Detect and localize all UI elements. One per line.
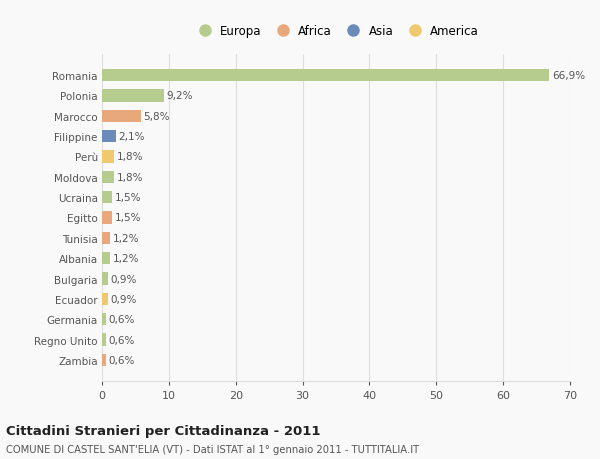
Text: 66,9%: 66,9% <box>552 71 585 81</box>
Text: 2,1%: 2,1% <box>119 132 145 142</box>
Bar <box>102 151 114 163</box>
Bar <box>102 171 114 184</box>
Bar <box>102 70 549 82</box>
Text: Cittadini Stranieri per Cittadinanza - 2011: Cittadini Stranieri per Cittadinanza - 2… <box>6 425 320 437</box>
Text: 0,6%: 0,6% <box>109 314 135 325</box>
Text: 5,8%: 5,8% <box>143 112 170 122</box>
Bar <box>102 354 106 366</box>
Bar <box>102 90 164 102</box>
Text: 0,9%: 0,9% <box>110 294 137 304</box>
Bar <box>102 273 108 285</box>
Bar <box>102 111 141 123</box>
Text: 0,6%: 0,6% <box>109 335 135 345</box>
Bar <box>102 293 108 305</box>
Text: 9,2%: 9,2% <box>166 91 193 101</box>
Legend: Europa, Africa, Asia, America: Europa, Africa, Asia, America <box>193 25 479 38</box>
Text: 0,9%: 0,9% <box>110 274 137 284</box>
Text: COMUNE DI CASTEL SANT'ELIA (VT) - Dati ISTAT al 1° gennaio 2011 - TUTTITALIA.IT: COMUNE DI CASTEL SANT'ELIA (VT) - Dati I… <box>6 444 419 454</box>
Text: 1,5%: 1,5% <box>115 193 141 203</box>
Text: 1,8%: 1,8% <box>117 152 143 162</box>
Bar <box>102 334 106 346</box>
Bar <box>102 252 110 265</box>
Bar <box>102 212 112 224</box>
Text: 1,2%: 1,2% <box>113 233 139 243</box>
Bar <box>102 192 112 204</box>
Bar <box>102 232 110 244</box>
Text: 1,5%: 1,5% <box>115 213 141 223</box>
Bar <box>102 131 116 143</box>
Text: 1,2%: 1,2% <box>113 254 139 263</box>
Text: 1,8%: 1,8% <box>117 173 143 182</box>
Bar <box>102 313 106 325</box>
Text: 0,6%: 0,6% <box>109 355 135 365</box>
